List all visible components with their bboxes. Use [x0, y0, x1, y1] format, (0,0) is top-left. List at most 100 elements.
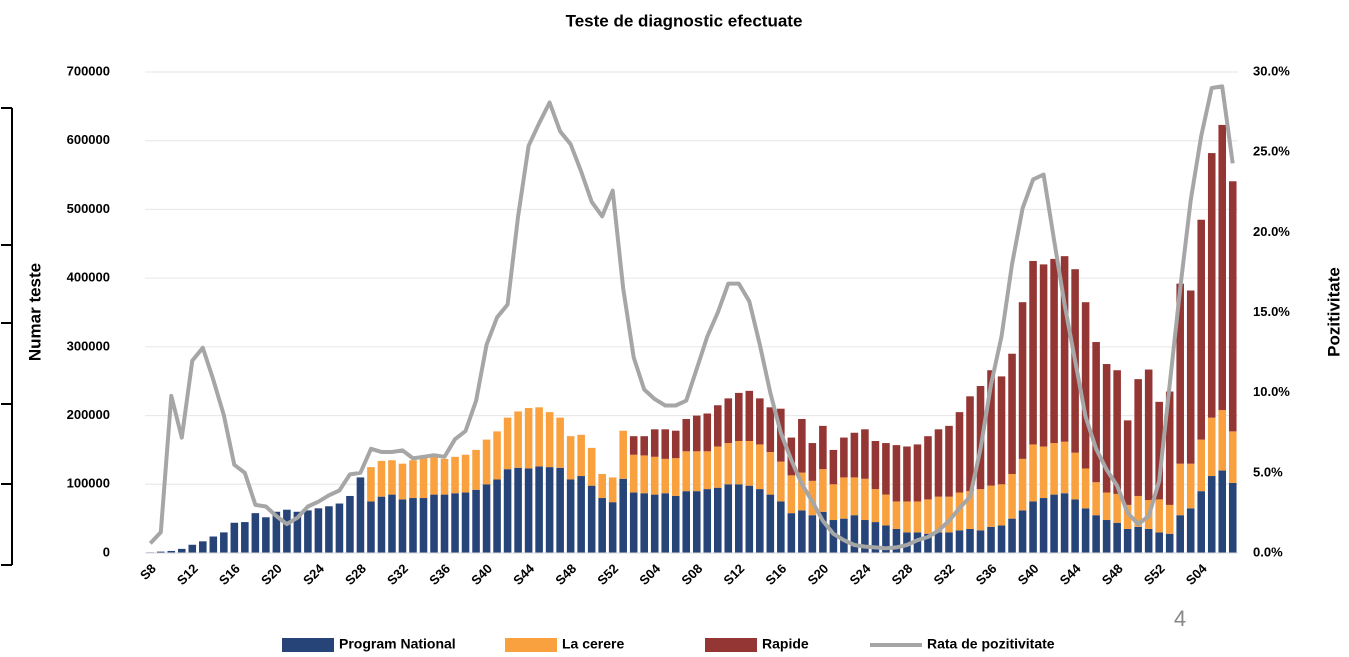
bar	[608, 477, 617, 503]
bar	[650, 494, 659, 553]
bar	[608, 502, 617, 553]
bar	[871, 489, 880, 523]
bar	[724, 484, 733, 553]
bar	[798, 419, 806, 473]
bar	[1018, 458, 1027, 511]
bar	[913, 532, 922, 553]
bar	[724, 398, 733, 444]
x-tick-label: S16	[216, 561, 243, 588]
bar	[819, 469, 827, 512]
bar	[987, 370, 995, 486]
bar	[587, 485, 596, 553]
y-tick-label: 400000	[67, 270, 110, 285]
bar	[1207, 476, 1216, 553]
bar	[882, 443, 890, 495]
bar	[377, 496, 386, 553]
bar	[156, 551, 165, 553]
bar	[1060, 493, 1069, 553]
bar	[388, 494, 396, 553]
bar	[903, 501, 911, 533]
bar	[367, 501, 375, 553]
bar	[987, 526, 995, 553]
bar	[1218, 124, 1227, 411]
bar	[482, 439, 491, 485]
bar	[1165, 533, 1174, 553]
bar	[650, 429, 659, 457]
bar	[251, 513, 260, 553]
bar	[409, 460, 417, 499]
bar	[440, 458, 449, 495]
bar	[1123, 504, 1132, 529]
y-tick-label: 500000	[67, 201, 110, 216]
x-tick-label: S48	[1099, 561, 1126, 588]
x-tick-label: S44	[510, 560, 538, 588]
bar	[871, 522, 880, 553]
bar	[1134, 495, 1142, 527]
line-series	[148, 84, 1235, 551]
bar	[798, 472, 806, 511]
bar	[682, 419, 691, 452]
bar	[1155, 401, 1163, 500]
bar	[745, 485, 754, 553]
bar	[587, 447, 596, 486]
bar	[577, 434, 585, 477]
bar	[703, 489, 712, 553]
bar	[945, 496, 953, 533]
bar	[220, 532, 228, 553]
bar	[451, 493, 459, 553]
x-tick-label: S04	[1183, 560, 1211, 588]
bar	[1123, 420, 1132, 505]
bar	[272, 511, 281, 553]
bar	[388, 460, 396, 495]
bar	[1102, 364, 1111, 493]
bar	[692, 491, 701, 553]
bar	[850, 432, 859, 478]
y2-tick-label: 5.0%	[1253, 464, 1283, 479]
x-tick-label: S12	[720, 561, 747, 588]
bar	[1113, 370, 1121, 494]
bar	[1008, 473, 1016, 519]
x-tick-label: S28	[889, 561, 916, 588]
x-tick-label: S24	[846, 560, 874, 588]
bar	[493, 479, 501, 553]
bar	[924, 436, 932, 500]
page-frame	[1, 107, 13, 566]
bar	[640, 455, 648, 494]
bar	[440, 494, 449, 553]
bar	[640, 493, 648, 553]
bar	[945, 532, 953, 553]
bar	[1186, 508, 1195, 553]
bar	[1050, 494, 1058, 553]
bar	[903, 532, 911, 553]
bar	[398, 499, 407, 553]
bar	[1050, 443, 1058, 495]
bar	[556, 467, 564, 553]
bar	[997, 376, 1006, 485]
bar	[1029, 444, 1037, 502]
bar	[1102, 492, 1111, 521]
bar	[966, 491, 974, 529]
bar	[661, 493, 670, 553]
bar	[1197, 439, 1205, 492]
bar	[829, 484, 838, 521]
bar	[913, 501, 922, 533]
bar	[682, 491, 691, 553]
bar	[535, 407, 543, 467]
bar	[188, 544, 197, 553]
bar	[1218, 470, 1227, 553]
x-tick-label: S48	[552, 561, 579, 588]
bar	[367, 467, 375, 502]
bar	[325, 506, 333, 553]
legend-swatch	[505, 638, 557, 652]
bar	[566, 479, 575, 553]
y-tick-label: 600000	[67, 132, 110, 147]
bar	[682, 451, 691, 492]
bar	[1060, 441, 1069, 494]
bar	[966, 528, 974, 553]
bar	[661, 458, 670, 494]
bar	[692, 415, 701, 452]
bar	[619, 430, 627, 479]
bar	[713, 446, 722, 488]
bar	[1039, 498, 1048, 553]
bar	[924, 533, 932, 553]
